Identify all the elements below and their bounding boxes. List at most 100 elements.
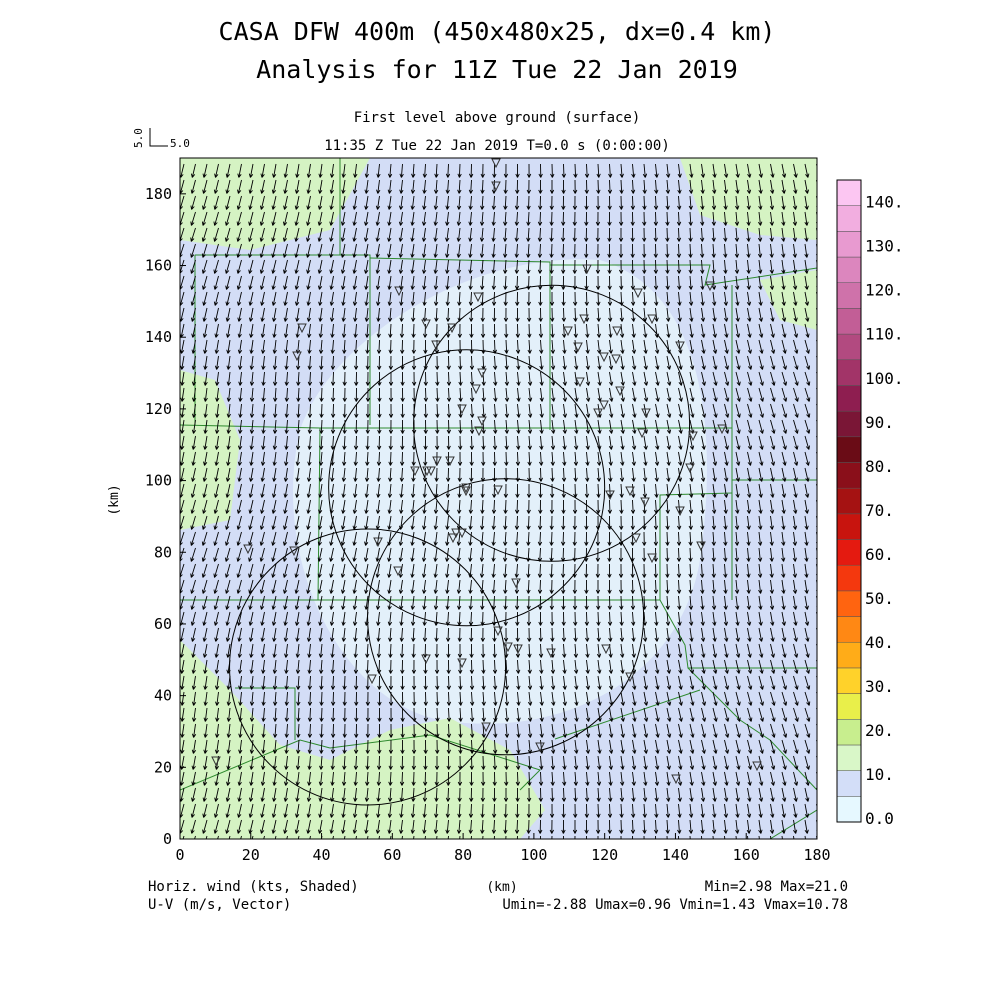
county-boundary xyxy=(235,687,296,740)
colorbar-swatch xyxy=(836,179,862,206)
wind-speed-green-zone xyxy=(180,158,370,250)
colorbar-swatch xyxy=(836,487,862,515)
station-marker xyxy=(631,533,641,544)
station-marker xyxy=(457,404,467,415)
station-marker xyxy=(612,326,622,337)
station-marker xyxy=(394,286,404,297)
station-marker xyxy=(211,756,221,767)
station-marker xyxy=(625,672,635,683)
colorbar-swatch xyxy=(836,256,862,283)
wind-shading-layer xyxy=(180,158,817,839)
station-marker xyxy=(675,341,685,352)
colorbar-label: 80. xyxy=(865,457,894,476)
wind-vector-arrows xyxy=(180,163,817,839)
colorbar-swatch xyxy=(836,513,862,540)
title-line-2: Analysis for 11Z Tue 22 Jan 2019 xyxy=(256,55,738,84)
colorbar-label: 60. xyxy=(865,545,894,564)
y-tick-label: 120 xyxy=(145,400,172,418)
plot-area xyxy=(180,158,817,839)
station-marker xyxy=(421,654,431,665)
station-marker xyxy=(599,400,609,411)
station-marker xyxy=(671,774,681,785)
station-marker xyxy=(575,377,585,388)
footer-uv-extrema: Umin=-2.88 Umax=0.96 Vmin=1.43 Vmax=10.7… xyxy=(502,897,848,913)
y-tick-label: 0 xyxy=(163,830,172,848)
station-markers xyxy=(211,158,762,785)
station-marker xyxy=(432,456,442,467)
reference-vector-key: 5.0 5.0 xyxy=(132,128,190,150)
y-tick-label: 80 xyxy=(154,543,172,561)
colorbar-swatch xyxy=(836,796,862,823)
station-marker xyxy=(601,644,611,655)
x-tick-label: 100 xyxy=(520,846,547,864)
colorbar-frame xyxy=(836,179,862,823)
x-axis-label: (km) xyxy=(486,880,517,895)
x-tick-label: 160 xyxy=(733,846,760,864)
station-marker xyxy=(421,319,431,330)
station-marker xyxy=(717,424,727,435)
station-marker xyxy=(579,314,589,325)
station-marker xyxy=(535,742,545,753)
station-marker xyxy=(688,431,698,442)
footer-shading-description: Horiz. wind (kts, Shaded) xyxy=(148,879,359,895)
colorbar-label: 140. xyxy=(865,193,904,212)
county-boundary xyxy=(180,739,331,791)
colorbar-label: 100. xyxy=(865,369,904,388)
colorbar-swatch xyxy=(836,693,862,720)
station-marker xyxy=(573,342,583,353)
colorbar-label: 70. xyxy=(865,501,894,520)
county-boundary xyxy=(369,257,551,430)
station-marker xyxy=(461,483,471,494)
colorbar-swatch xyxy=(836,770,862,797)
footer-min-max: Min=2.98 Max=21.0 xyxy=(705,879,848,895)
plot-frame xyxy=(179,157,818,840)
y-tick-label: 180 xyxy=(145,185,172,203)
station-marker xyxy=(297,323,307,334)
colorbar-swatch xyxy=(836,282,862,309)
colorbar-label: 90. xyxy=(865,413,894,432)
colorbar-swatch xyxy=(836,333,862,361)
colorbar-swatch xyxy=(836,616,862,643)
station-marker xyxy=(625,486,635,497)
station-marker xyxy=(696,541,706,552)
station-marker xyxy=(471,384,481,395)
county-boundary xyxy=(318,492,733,601)
y-tick-label: 40 xyxy=(154,687,172,705)
station-marker xyxy=(477,416,487,427)
x-tick-label: 0 xyxy=(175,846,184,864)
station-marker xyxy=(633,288,643,299)
station-marker xyxy=(451,528,461,539)
station-marker xyxy=(513,644,523,655)
county-boundary xyxy=(554,689,701,740)
station-marker xyxy=(611,354,621,365)
station-marker xyxy=(605,490,615,501)
station-marker xyxy=(640,497,650,508)
y-tick-label: 20 xyxy=(154,758,172,776)
colorbar-label: 40. xyxy=(865,633,894,652)
wind-speed-light-core xyxy=(292,259,707,724)
station-marker xyxy=(461,486,471,497)
station-marker xyxy=(615,386,625,397)
colorbar-swatch xyxy=(836,385,862,412)
county-boundary xyxy=(329,734,541,791)
station-marker xyxy=(393,566,403,577)
y-tick-label: 140 xyxy=(145,328,172,346)
x-tick-label: 120 xyxy=(591,846,618,864)
title-line-1: CASA DFW 400m (450x480x25, dx=0.4 km) xyxy=(219,17,776,46)
colorbar-label: 10. xyxy=(865,765,894,784)
colorbar-swatch xyxy=(836,667,862,694)
station-marker xyxy=(546,648,556,659)
level-subtitle: First level above ground (surface) xyxy=(354,110,641,126)
x-axis: 0 20 40 60 80 100 120 140 160 180 xyxy=(175,833,831,864)
colorbar-swatch xyxy=(836,308,862,335)
station-marker xyxy=(641,408,651,419)
station-marker xyxy=(647,314,657,325)
station-marker xyxy=(289,546,299,557)
y-axis: 0 20 40 60 80 100 120 140 160 180 xyxy=(145,185,186,848)
colorbar-swatch xyxy=(836,719,862,746)
station-marker xyxy=(563,326,573,337)
county-boundary xyxy=(687,667,817,791)
colorbar-swatch xyxy=(836,231,862,258)
station-marker xyxy=(705,281,715,292)
station-marker xyxy=(445,456,455,467)
